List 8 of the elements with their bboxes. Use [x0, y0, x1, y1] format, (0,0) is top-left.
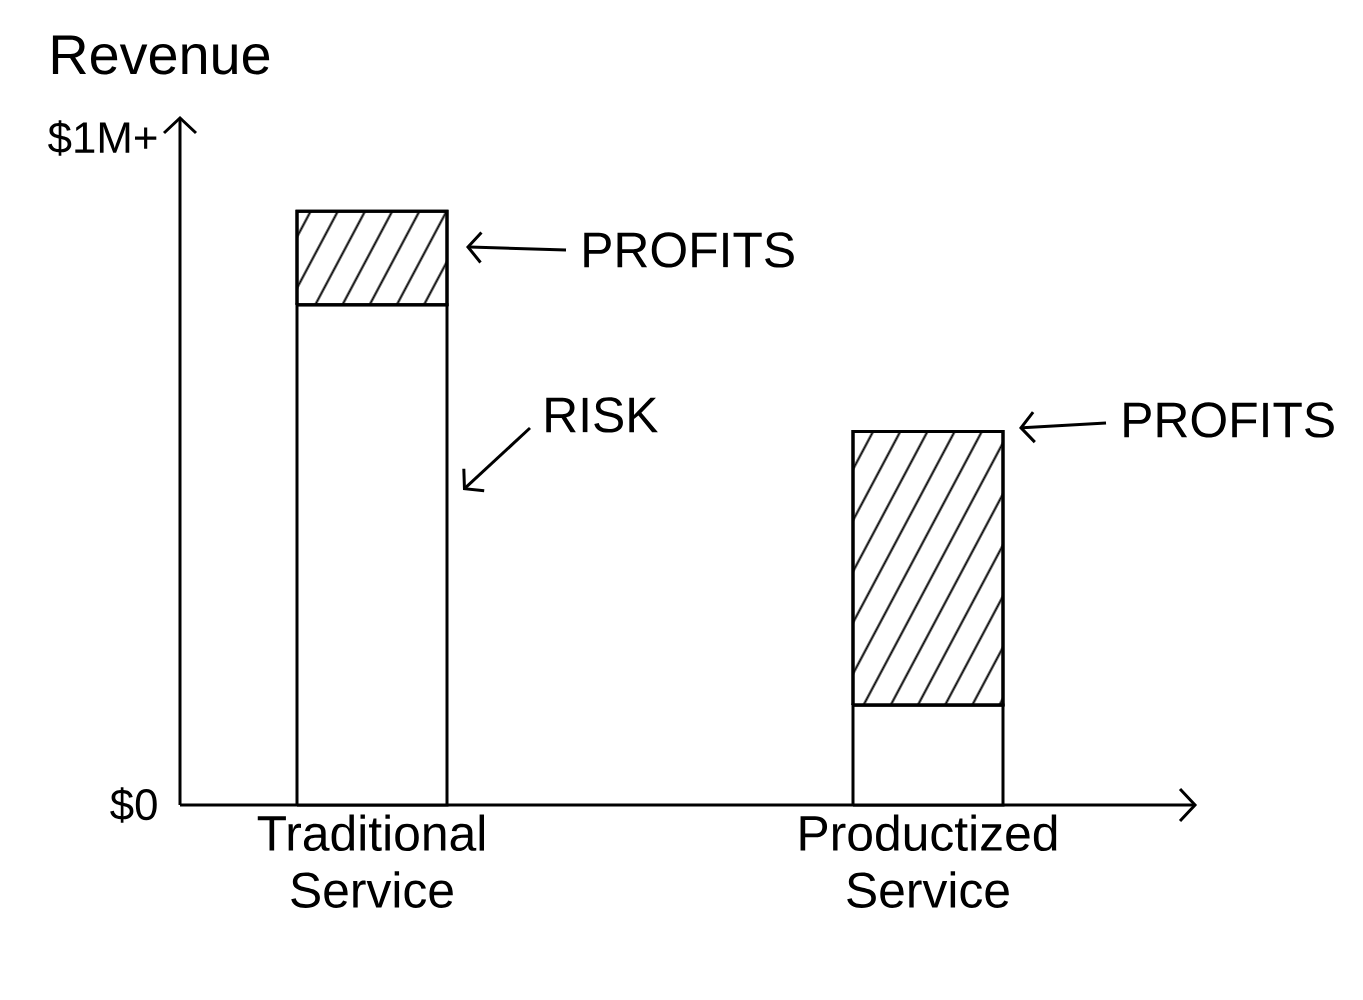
x-tick-label: Traditional Service — [257, 814, 484, 908]
y-tick-label: $0 — [110, 787, 157, 823]
x-tick-label: Productized Service — [800, 814, 1057, 908]
annotation: PROFITS — [1124, 402, 1334, 438]
annotation: RISK — [546, 397, 658, 433]
annotation: PROFITS — [584, 232, 794, 268]
y-tick-label: $1M+ — [48, 120, 157, 156]
y-axis-title: Revenue — [52, 35, 270, 75]
